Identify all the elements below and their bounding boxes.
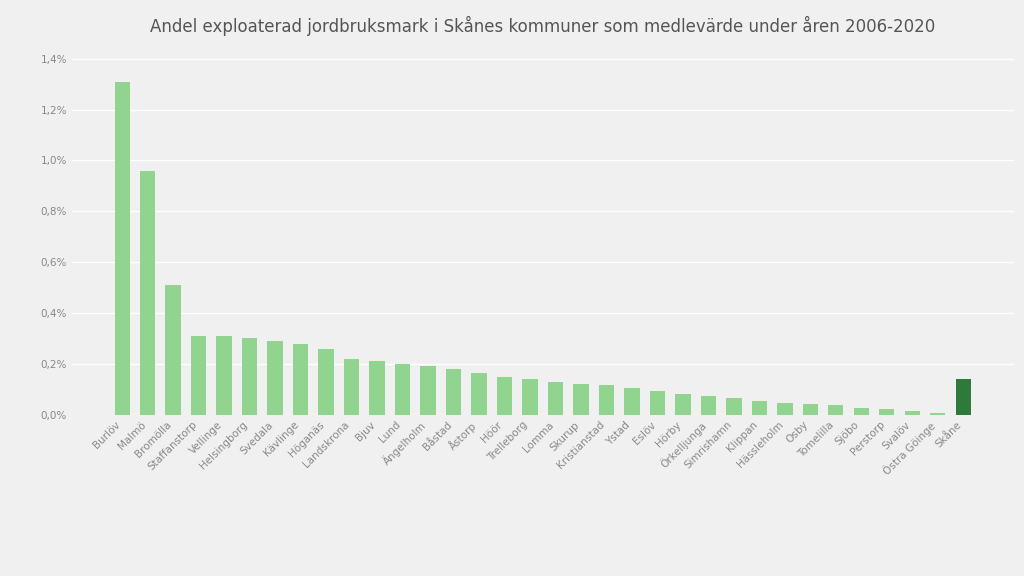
Bar <box>216 336 231 415</box>
Bar <box>599 385 614 415</box>
Bar <box>930 412 945 415</box>
Bar <box>421 366 435 415</box>
Bar <box>395 364 411 415</box>
Bar <box>471 373 486 415</box>
Bar <box>267 341 283 415</box>
Bar <box>190 336 206 415</box>
Bar <box>854 408 869 415</box>
Bar <box>445 369 461 415</box>
Bar <box>115 82 130 415</box>
Bar <box>752 401 767 415</box>
Bar <box>880 409 895 415</box>
Title: Andel exploaterad jordbruksmark i Skånes kommuner som medlevärde under åren 2006: Andel exploaterad jordbruksmark i Skånes… <box>151 16 935 36</box>
Bar <box>675 393 690 415</box>
Bar <box>904 411 920 415</box>
Bar <box>497 377 512 415</box>
Bar <box>650 391 665 415</box>
Bar <box>625 388 640 415</box>
Bar <box>777 403 793 415</box>
Bar <box>293 343 308 415</box>
Bar <box>573 384 589 415</box>
Bar <box>828 405 844 415</box>
Bar <box>318 348 334 415</box>
Bar <box>955 379 971 415</box>
Bar <box>700 396 716 415</box>
Bar <box>803 404 818 415</box>
Bar <box>344 359 359 415</box>
Bar <box>140 170 156 415</box>
Bar <box>370 361 385 415</box>
Bar <box>726 398 741 415</box>
Bar <box>166 285 181 415</box>
Bar <box>242 339 257 415</box>
Bar <box>548 382 563 415</box>
Bar <box>522 379 538 415</box>
